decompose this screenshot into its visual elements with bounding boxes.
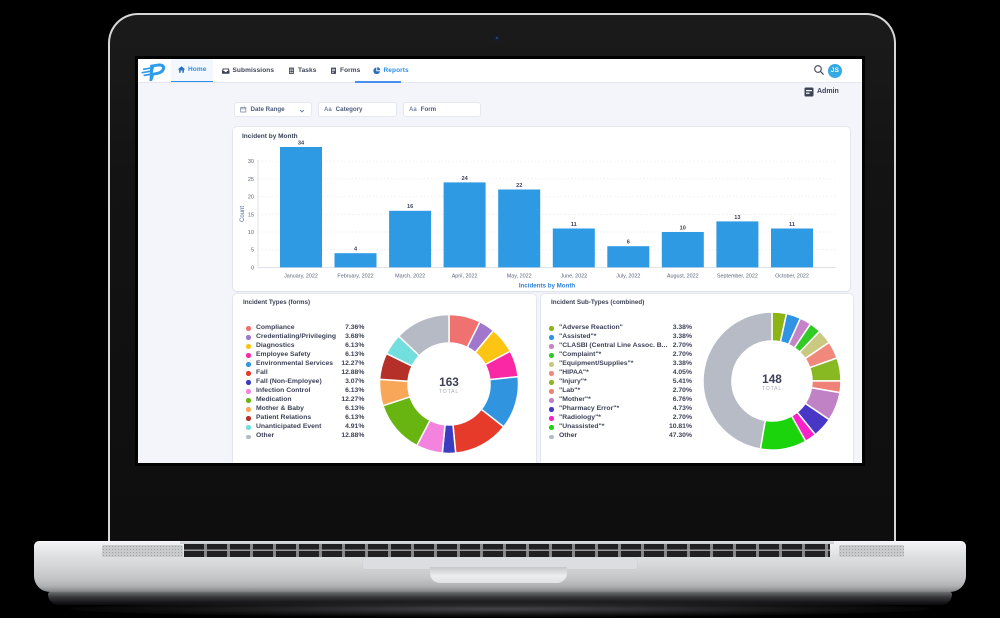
- svg-text:10: 10: [680, 225, 686, 231]
- svg-text:34: 34: [298, 140, 305, 146]
- svg-text:May, 2022: May, 2022: [507, 274, 532, 280]
- svg-text:Incident by Month: Incident by Month: [242, 133, 298, 140]
- svg-text:January, 2022: January, 2022: [284, 274, 318, 280]
- svg-text:24: 24: [461, 176, 468, 182]
- svg-text:11: 11: [571, 222, 577, 228]
- svg-text:16: 16: [407, 204, 413, 210]
- svg-text:11: 11: [789, 222, 795, 228]
- svg-text:October, 2022: October, 2022: [775, 274, 809, 280]
- svg-text:10: 10: [248, 230, 254, 236]
- svg-text:July, 2022: July, 2022: [616, 274, 640, 280]
- svg-text:30: 30: [248, 159, 254, 165]
- svg-text:February, 2022: February, 2022: [337, 274, 373, 280]
- svg-text:4: 4: [354, 247, 358, 253]
- svg-text:15: 15: [248, 212, 254, 218]
- svg-text:Incidents by Month: Incidents by Month: [519, 282, 576, 289]
- svg-text:Count: Count: [240, 206, 246, 222]
- svg-text:March, 2022: March, 2022: [395, 274, 425, 280]
- svg-text:September, 2022: September, 2022: [717, 274, 758, 280]
- svg-text:6: 6: [627, 240, 630, 246]
- svg-text:13: 13: [734, 215, 740, 221]
- svg-text:August, 2022: August, 2022: [667, 274, 699, 280]
- svg-text:0: 0: [251, 265, 254, 271]
- svg-text:April, 2022: April, 2022: [452, 274, 478, 280]
- svg-text:June, 2022: June, 2022: [560, 274, 587, 280]
- svg-text:25: 25: [248, 177, 254, 183]
- svg-text:22: 22: [516, 183, 522, 189]
- svg-text:5: 5: [251, 248, 254, 254]
- svg-text:20: 20: [248, 195, 254, 201]
